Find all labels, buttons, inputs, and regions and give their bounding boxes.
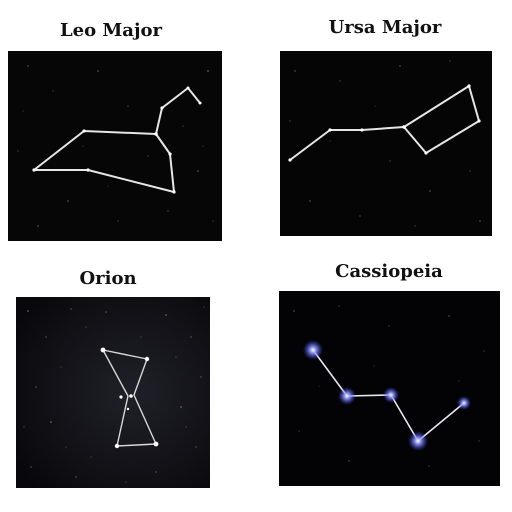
ursa-major-stars	[288, 84, 481, 162]
cassiopeia-title: Cassiopeia	[335, 261, 443, 282]
leo-major-stars	[32, 86, 202, 194]
orion-background-stars	[23, 306, 205, 483]
ursa-major-lines	[289, 85, 480, 161]
ursa-major-title: Ursa Major	[328, 17, 442, 38]
leo-major-title: Leo Major	[60, 20, 162, 41]
leo-major-panel	[8, 51, 222, 241]
leo-major-constellation	[17, 65, 214, 227]
leo-major-background-stars	[17, 65, 214, 227]
ursa-major-constellation	[288, 60, 481, 227]
orion-title: Orion	[79, 268, 137, 289]
ursa-major-panel	[280, 51, 492, 236]
ursa-major-background-stars	[289, 60, 481, 227]
cassiopeia-constellation	[293, 305, 485, 467]
orion-panel	[16, 297, 210, 488]
orion-stars	[100, 347, 159, 449]
cassiopeia-stars	[303, 340, 471, 451]
orion-constellation	[16, 297, 210, 488]
leo-major-lines	[33, 87, 201, 193]
cassiopeia-panel	[279, 291, 500, 486]
orion-sky	[16, 297, 210, 488]
cassiopeia-background-stars	[293, 305, 485, 467]
